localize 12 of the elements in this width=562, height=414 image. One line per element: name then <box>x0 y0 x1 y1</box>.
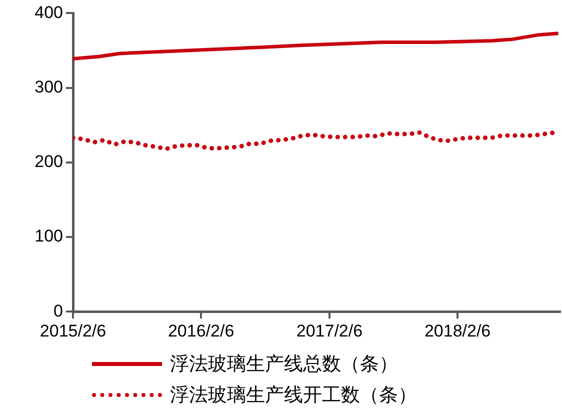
y-tick-label: 400 <box>34 2 63 22</box>
x-tick-label: 2015/2/6 <box>40 321 106 340</box>
y-tick-label: 200 <box>34 152 63 172</box>
line-series <box>73 130 557 152</box>
y-tick-label: 0 <box>54 301 63 320</box>
legend-label: 浮法玻璃生产线总数（条） <box>170 352 398 376</box>
y-tick-label: 100 <box>34 226 63 246</box>
x-tick-label: 2018/2/6 <box>424 321 491 340</box>
legend-label: 浮法玻璃生产线开工数（条） <box>170 382 417 408</box>
y-tick-label: 300 <box>34 77 63 96</box>
x-tick-label: 2016/2/6 <box>168 321 234 340</box>
x-tick-label: 2017/2/6 <box>296 321 363 340</box>
